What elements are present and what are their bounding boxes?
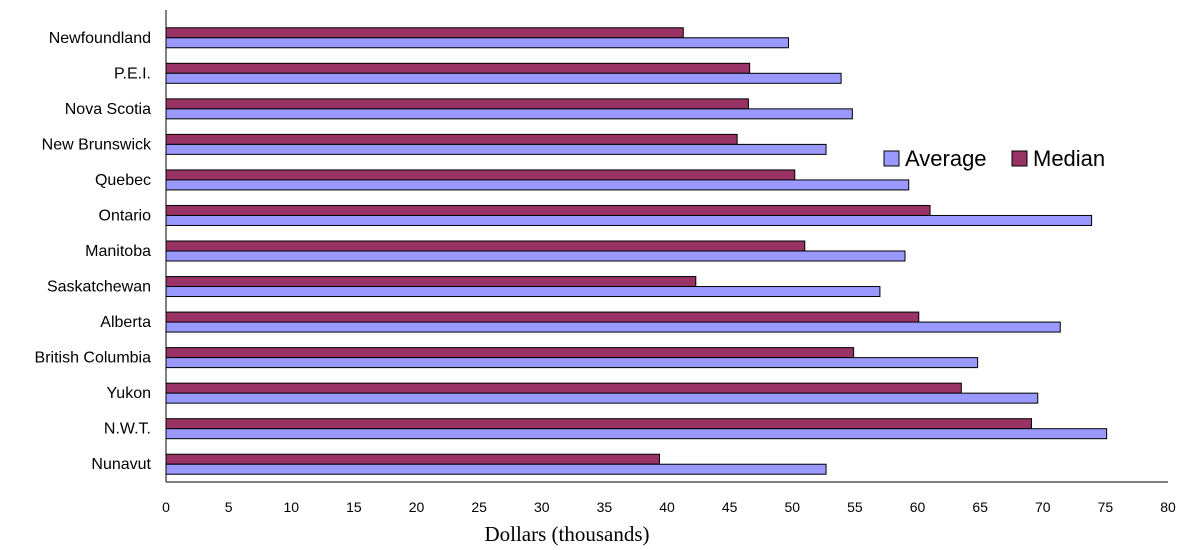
- x-tick-label: 10: [283, 499, 299, 515]
- x-tick-label: 75: [1098, 499, 1114, 515]
- bar-average-11: [165, 428, 1108, 440]
- x-tick-label: 45: [722, 499, 738, 515]
- x-tick-label: 25: [471, 499, 487, 515]
- bar-median-12: [165, 453, 660, 465]
- category-label: Quebec: [95, 172, 151, 189]
- bar-median-8: [165, 311, 920, 323]
- category-label: Nunavut: [91, 456, 151, 473]
- legend-label-median: Median: [1033, 146, 1105, 171]
- bar-median-11: [165, 418, 1032, 430]
- category-label: Ontario: [99, 207, 152, 224]
- x-axis-title: Dollars (thousands): [484, 522, 649, 546]
- legend-swatch-average: [883, 150, 900, 167]
- x-tick-labels: 0 5 10 15 20 25 30 35 40 45 50 55 60 65 70 75 80: [162, 499, 1176, 515]
- category-label: P.E.I.: [114, 65, 151, 82]
- x-tick-label: 5: [225, 499, 233, 515]
- bar-median-1: [165, 62, 751, 74]
- category-label: Saskatchewan: [47, 279, 151, 296]
- category-label: N.W.T.: [104, 421, 151, 438]
- bar-average-10: [165, 392, 1039, 404]
- legend-swatch-median: [1011, 150, 1028, 167]
- bar-average-3: [165, 143, 827, 155]
- bar-average-5: [165, 214, 1093, 226]
- x-tick-label: 60: [910, 499, 926, 515]
- bar-average-2: [165, 108, 853, 120]
- bar-median-9: [165, 347, 855, 359]
- legend: Average Median: [883, 146, 1105, 171]
- bar-average-0: [165, 37, 789, 49]
- x-tick-label: 70: [1035, 499, 1051, 515]
- category-label: Yukon: [107, 385, 151, 402]
- bar-average-12: [165, 463, 827, 475]
- x-tick-label: 30: [534, 499, 550, 515]
- bar-average-7: [165, 286, 881, 298]
- bar-average-8: [165, 321, 1061, 333]
- bar-median-7: [165, 276, 697, 288]
- category-label: British Columbia: [35, 350, 152, 367]
- bar-median-6: [165, 240, 806, 252]
- category-label: Manitoba: [85, 243, 151, 260]
- category-label: New Brunswick: [42, 136, 152, 153]
- category-label: Nova Scotia: [65, 101, 151, 118]
- x-tick-label: 35: [597, 499, 613, 515]
- x-tick-label: 40: [659, 499, 675, 515]
- bar-median-4: [165, 169, 796, 181]
- category-labels: Newfoundland P.E.I. Nova Scotia New Brunswi…: [35, 30, 152, 473]
- bar-average-6: [165, 250, 906, 262]
- bar-median-5: [165, 204, 931, 216]
- bar-average-9: [165, 357, 979, 369]
- bar-median-10: [165, 382, 962, 394]
- x-tick-label: 50: [784, 499, 800, 515]
- legend-label-average: Average: [905, 146, 987, 171]
- category-label: Alberta: [100, 314, 151, 331]
- x-tick-label: 65: [972, 499, 988, 515]
- bar-median-2: [165, 98, 749, 110]
- x-tick-label: 20: [409, 499, 425, 515]
- bar-median-3: [165, 133, 738, 145]
- x-tick-label: 80: [1160, 499, 1176, 515]
- x-tick-label: 0: [162, 499, 170, 515]
- x-tick-label: 15: [346, 499, 362, 515]
- bar-median-0: [165, 27, 684, 39]
- bar-average-4: [165, 179, 910, 191]
- category-label: Newfoundland: [49, 30, 151, 47]
- bars-group: [165, 27, 1108, 475]
- x-tick-label: 55: [847, 499, 863, 515]
- bar-average-1: [165, 72, 842, 84]
